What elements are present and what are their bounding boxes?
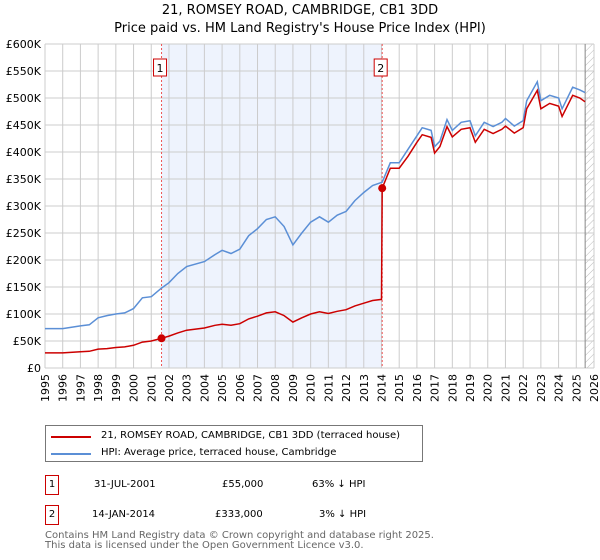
sale-date: 31-JUL-2001: [94, 479, 156, 490]
legend-item-property: 21, ROMSEY ROAD, CAMBRIDGE, CB1 3DD (ter…: [101, 430, 401, 441]
y-tick-label: £300K: [6, 200, 42, 213]
x-tick-label: 1996: [57, 374, 70, 402]
sale-label: 2: [377, 62, 384, 75]
footer-licence: This data is licensed under the Open Gov…: [45, 540, 364, 551]
legend: 21, ROMSEY ROAD, CAMBRIDGE, CB1 3DD (ter…: [45, 425, 423, 462]
x-tick-label: 2002: [163, 374, 176, 402]
sale-hpi: 3% ↓ HPI: [319, 509, 367, 520]
sale-badge: 1: [45, 475, 59, 495]
x-tick-label: 1998: [92, 374, 105, 402]
x-tick-label: 2011: [322, 374, 335, 402]
sale-label-box: [153, 58, 168, 77]
y-tick-label: £50K: [13, 335, 42, 348]
x-tick-label: 2014: [375, 374, 388, 402]
x-tick-label: 2017: [429, 374, 442, 402]
x-tick-label: 2022: [517, 374, 530, 402]
y-tick-label: £0: [27, 362, 41, 375]
x-tick-label: 2020: [482, 374, 495, 402]
legend-item-hpi: HPI: Average price, terraced house, Camb…: [101, 447, 337, 458]
y-tick-label: £550K: [6, 65, 42, 78]
x-tick-label: 2023: [535, 374, 548, 402]
legend-red-line: [51, 436, 91, 438]
x-tick-label: 2024: [553, 374, 566, 402]
x-tick-label: 1999: [110, 374, 123, 402]
sale-price: £55,000: [222, 479, 264, 490]
x-tick-label: 2012: [340, 374, 353, 402]
x-tick-label: 2021: [499, 374, 512, 402]
y-tick-label: £150K: [6, 281, 42, 294]
x-tick-label: 2006: [234, 374, 247, 402]
x-tick-label: 2007: [252, 374, 265, 402]
y-tick-label: £100K: [6, 308, 42, 321]
sale-label-box: [373, 58, 388, 77]
sale-date: 14-JAN-2014: [92, 509, 156, 520]
x-tick-label: 2004: [198, 374, 211, 402]
x-tick-label: 2016: [411, 374, 424, 402]
y-tick-label: £200K: [6, 254, 42, 267]
footer-copyright: Contains HM Land Registry data © Crown c…: [45, 530, 434, 541]
x-tick-label: 2010: [305, 374, 318, 402]
y-tick-label: £450K: [6, 119, 42, 132]
x-tick-label: 2018: [446, 374, 459, 402]
x-tick-label: 2015: [393, 374, 406, 402]
x-tick-label: 2026: [588, 374, 600, 402]
x-tick-label: 2025: [570, 374, 583, 402]
sale-badge: 2: [45, 505, 59, 525]
sale-point: [157, 334, 166, 343]
y-tick-label: £600K: [6, 38, 42, 51]
x-tick-label: 1997: [74, 374, 87, 402]
x-tick-label: 2003: [181, 374, 194, 402]
chart-title: 21, ROMSEY ROAD, CAMBRIDGE, CB1 3DD: [161, 3, 439, 18]
sale-price: £333,000: [215, 509, 263, 520]
y-tick-label: £500K: [6, 92, 42, 105]
chart-subtitle: Price paid vs. HM Land Registry's House …: [114, 21, 486, 36]
x-tick-label: 2001: [145, 374, 158, 402]
x-tick-label: 2005: [216, 374, 229, 402]
x-tick-label: 2013: [358, 374, 371, 402]
chart-svg: 1995 1996 1997 1998 1999 2000 2001 2002 2003 2004…: [6, 38, 600, 402]
y-tick-label: £400K: [6, 146, 42, 159]
sale-hpi: 63% ↓ HPI: [312, 479, 366, 490]
x-tick-label: 2019: [464, 374, 477, 402]
y-tick-label: £250K: [6, 227, 42, 240]
x-tick-label: 2008: [269, 374, 282, 402]
x-tick-label: 2009: [287, 374, 300, 402]
hpi-line: [45, 79, 586, 330]
x-tick-label: 1995: [39, 374, 52, 402]
y-tick-label: £350K: [6, 173, 42, 186]
sale-label: 1: [157, 62, 164, 75]
x-tick-label: 2000: [128, 374, 141, 402]
legend-blue-line: [51, 453, 91, 455]
sale-point: [378, 184, 387, 193]
